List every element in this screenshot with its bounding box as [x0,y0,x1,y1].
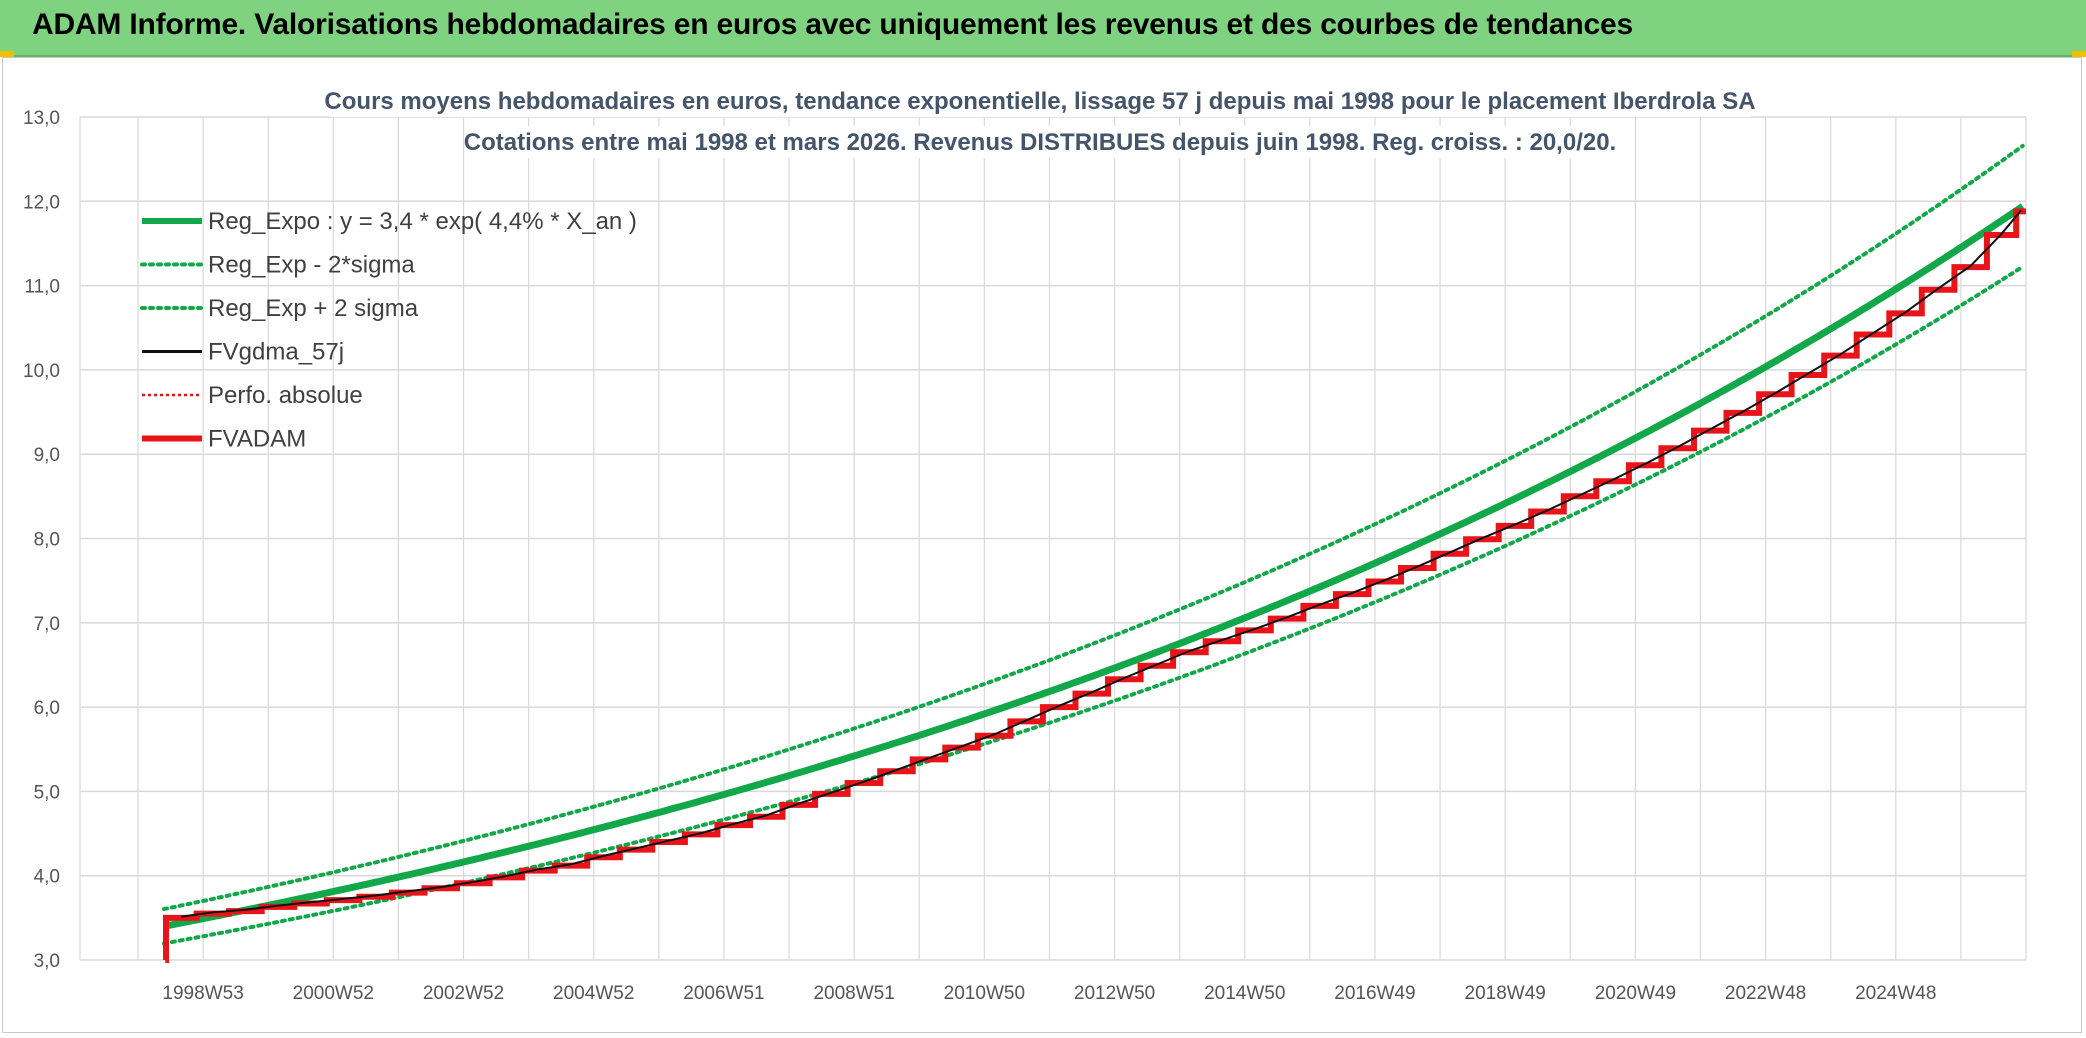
chart-title-line: Cotations entre mai 1998 et mars 2026. R… [464,129,1616,156]
banner-corner-right [2072,51,2086,57]
fvadam-line [163,208,2026,963]
chart-title-backdrop [330,85,1750,117]
y-tick-label: 5,0 [34,782,60,803]
legend-label: Reg_Expo : y = 3,4 * exp( 4,4% * X_an ) [208,208,637,235]
reg-expo-line [163,203,2025,930]
y-tick-label: 6,0 [34,698,60,719]
x-tick-label: 2014W50 [1204,983,1285,1004]
y-tick-label: 7,0 [34,614,60,635]
chart-title-backdrop [470,126,1620,158]
report-banner: ADAM Informe. Valorisations hebdomadaire… [0,0,2086,57]
report-title: ADAM Informe. Valorisations hebdomadaire… [32,8,1633,41]
legend-label: FVgdma_57j [208,339,344,366]
chart-title-line: Cours moyens hebdomadaires en euros, ten… [324,88,1755,115]
y-tick-label: 4,0 [34,867,60,888]
x-tick-label: 1998W53 [162,983,243,1004]
x-tick-label: 2024W48 [1855,983,1936,1004]
x-tick-label: 2022W48 [1725,983,1806,1004]
legend-label: Perfo. absolue [208,382,363,409]
x-tick-label: 2016W49 [1334,983,1415,1004]
legend-label: Reg_Exp - 2*sigma [208,252,415,279]
reg-exp-minus-2sigma-line [162,264,2025,946]
x-tick-label: 2000W52 [293,983,374,1004]
y-tick-label: 10,0 [23,361,60,382]
x-tick-label: 2004W52 [553,983,634,1004]
y-tick-label: 3,0 [34,951,60,972]
x-tick-label: 2012W50 [1074,983,1155,1004]
legend-label: FVADAM [208,426,306,453]
x-tick-label: 2006W51 [683,983,764,1004]
fvgdma-57j-line [181,209,2022,918]
valuation-chart: 3,0 4,0 5,0 6,0 7,0 8,0 9,0 10,0 11,0 12,0 13,0 199… [23,85,2027,1004]
y-tick-label: 13,0 [23,108,60,129]
x-tick-label: 2008W51 [813,983,894,1004]
banner-corner-left [0,51,14,57]
legend-label: Reg_Exp + 2 sigma [208,295,419,322]
x-tick-label: 2002W52 [423,983,504,1004]
y-tick-label: 12,0 [23,192,60,213]
y-tick-label: 8,0 [34,530,60,551]
reg-exp-plus-2sigma-line [162,143,2025,912]
x-tick-label: 2010W50 [944,983,1025,1004]
y-tick-label: 11,0 [24,277,60,298]
x-tick-label: 2020W49 [1595,983,1676,1004]
y-tick-label: 9,0 [34,445,60,466]
x-tick-label: 2018W49 [1465,983,1546,1004]
